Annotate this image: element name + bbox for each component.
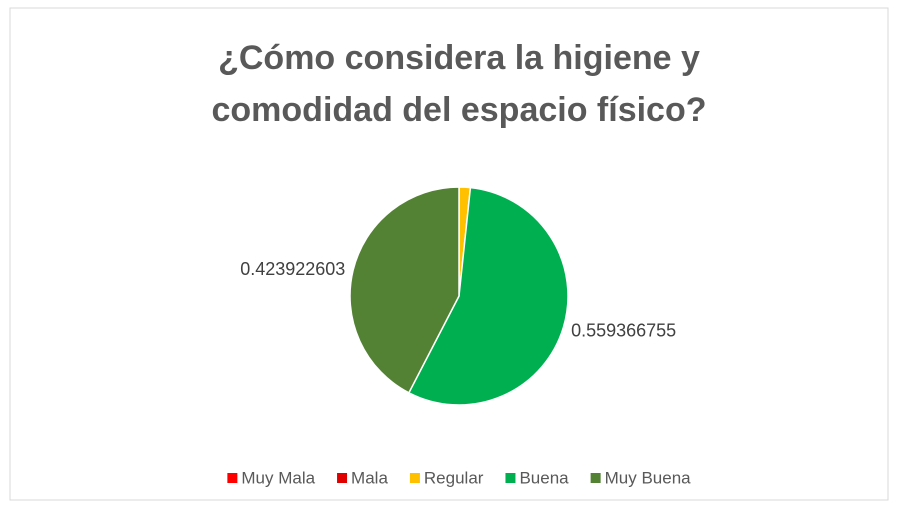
legend-label: Regular [424,468,484,487]
legend-swatch [227,473,238,483]
legend-label: Mala [351,468,388,487]
legend-label: Muy Buena [605,468,692,487]
legend-swatch [505,473,516,483]
chart-title: ¿Cómo considera la higiene y [218,39,700,77]
pie-slice [349,186,460,394]
legend-swatch [409,473,420,483]
pie-slice [407,186,569,406]
data-label: 0.559366755 [571,320,676,340]
legend-swatch [590,473,601,483]
data-label: 0.423922603 [240,259,345,279]
chart-title: comodidad del espacio físico? [212,91,707,129]
legend-swatch [337,473,348,483]
legend-label: Muy Mala [241,468,315,487]
legend-label: Buena [519,468,569,487]
